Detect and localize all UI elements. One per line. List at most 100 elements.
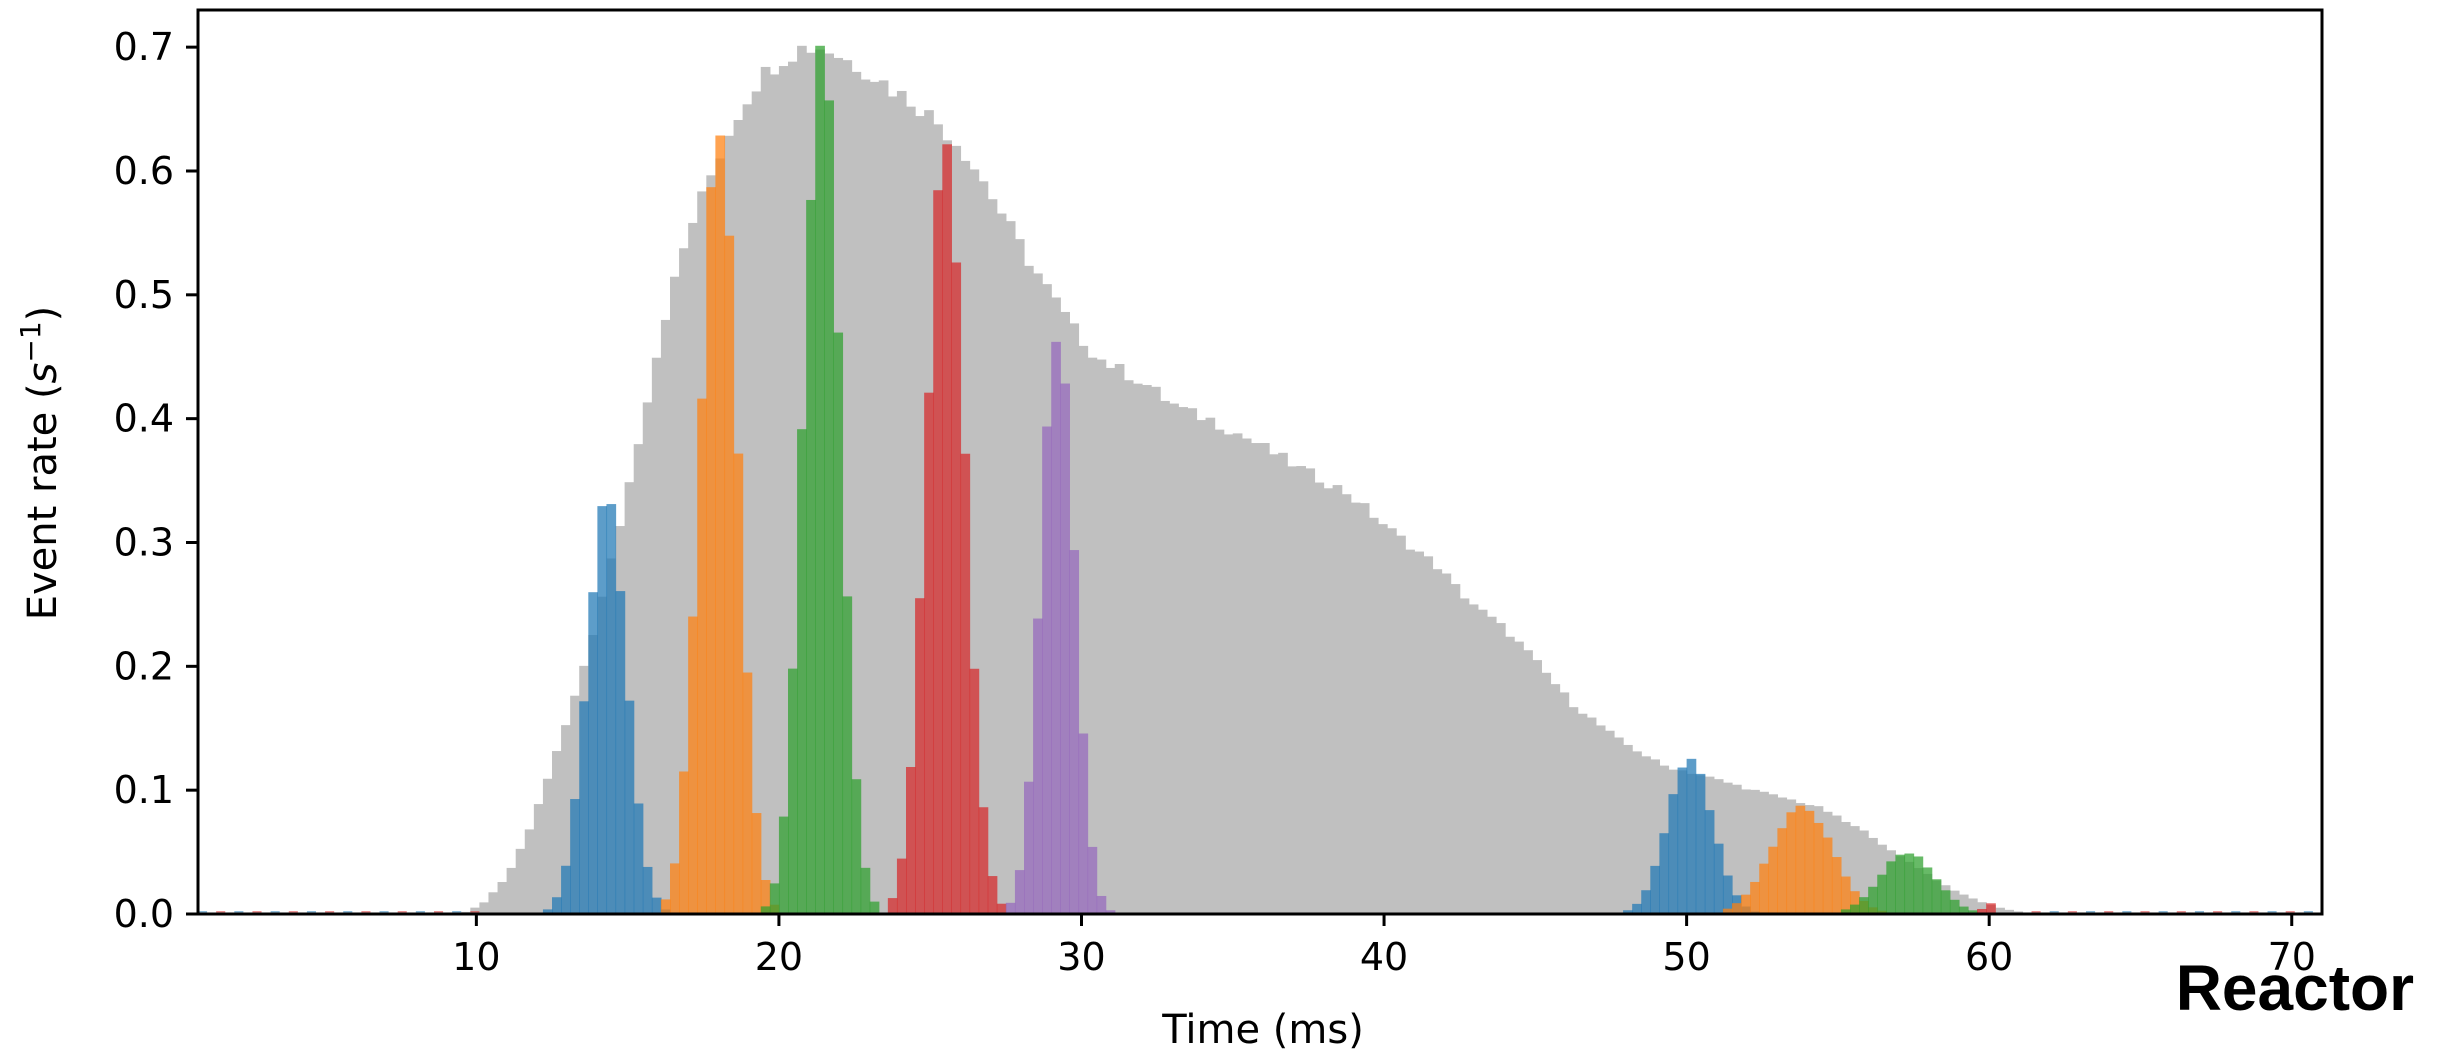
total-bar xyxy=(1487,617,1497,914)
peak-bar xyxy=(1805,811,1815,914)
y-tick-label: 0.5 xyxy=(114,273,174,317)
peak-bar xyxy=(570,799,580,914)
peak-bar xyxy=(788,669,798,914)
total-bar xyxy=(525,829,535,914)
total-bar xyxy=(1160,401,1170,914)
peak-bar xyxy=(1777,828,1787,914)
total-bar xyxy=(1550,684,1560,914)
total-bar xyxy=(1405,550,1415,914)
peak-bar xyxy=(1859,897,1869,914)
total-bar xyxy=(1151,387,1161,914)
peak-bar xyxy=(597,506,607,914)
peak-bar xyxy=(1097,896,1107,914)
peak-bar xyxy=(652,898,662,914)
x-tick-label: 10 xyxy=(452,935,500,979)
y-tick-label: 0.3 xyxy=(114,520,174,564)
x-axis-title: Time (ms) xyxy=(1161,1007,1364,1053)
peak-bar xyxy=(942,144,952,914)
total-bar xyxy=(1451,584,1461,914)
peak-bar xyxy=(979,807,989,914)
total-bar xyxy=(552,751,562,914)
total-bar xyxy=(1296,466,1306,914)
total-bar xyxy=(1514,642,1524,914)
total-bar xyxy=(1224,434,1234,914)
total-bar xyxy=(761,67,771,914)
peak-bar xyxy=(661,899,671,914)
peak-bar xyxy=(1024,782,1034,914)
peak-bar xyxy=(1006,903,1016,914)
y-tick-label: 0.2 xyxy=(114,644,174,688)
total-bar xyxy=(1505,637,1515,914)
peak-bar xyxy=(870,902,880,914)
peak-bar xyxy=(797,429,807,914)
total-bar xyxy=(1596,725,1606,914)
total-bar xyxy=(1242,439,1252,914)
peak-bar xyxy=(588,592,598,914)
peak-bar xyxy=(561,866,571,914)
total-bar xyxy=(1115,364,1125,914)
total-bar xyxy=(861,80,871,914)
total-bar xyxy=(1251,443,1261,914)
peak-bar xyxy=(724,236,734,914)
total-bar xyxy=(1169,404,1179,914)
y-axis-title: Event rate (s−1) xyxy=(14,306,66,621)
total-bar xyxy=(1523,650,1533,914)
peak-bar xyxy=(824,100,834,914)
peak-bar xyxy=(951,262,961,914)
peak-bar xyxy=(643,867,653,914)
peak-bar xyxy=(706,187,716,914)
total-bar xyxy=(1342,494,1352,914)
peak-bar xyxy=(1941,890,1951,914)
total-bar xyxy=(897,91,907,914)
total-bar xyxy=(1396,536,1406,914)
total-bar xyxy=(1133,384,1143,914)
peak-bar xyxy=(1678,768,1688,914)
peak-bar xyxy=(679,771,689,914)
peak-bar xyxy=(1832,857,1842,914)
peak-bar xyxy=(1796,806,1806,914)
x-tick-label: 20 xyxy=(755,935,803,979)
total-bar xyxy=(1088,358,1098,914)
peak-bar xyxy=(1714,844,1724,914)
total-bar xyxy=(1387,528,1397,914)
y-tick-label: 0.1 xyxy=(114,768,174,812)
peak-bar xyxy=(552,897,562,914)
total-bar xyxy=(1605,731,1615,914)
total-bar xyxy=(498,882,508,914)
total-bar xyxy=(1378,524,1388,914)
total-bar xyxy=(1196,420,1206,914)
peak-bar xyxy=(1814,823,1824,914)
y-tick-label: 0.7 xyxy=(114,25,174,69)
total-bar xyxy=(661,320,671,914)
total-bar xyxy=(488,892,498,914)
total-bar xyxy=(1541,673,1551,914)
peak-bar xyxy=(1886,861,1896,914)
total-bar xyxy=(1623,745,1633,914)
peak-bar xyxy=(688,617,698,914)
peak-bar xyxy=(1060,384,1070,914)
total-bar xyxy=(1269,454,1279,914)
peak-bar xyxy=(1051,342,1061,914)
total-bar xyxy=(879,80,889,914)
total-bar xyxy=(1614,738,1624,914)
peak-bar xyxy=(1659,833,1669,914)
total-bar xyxy=(1432,569,1442,914)
total-bar xyxy=(1460,598,1470,914)
peak-bar xyxy=(897,859,907,914)
peak-bar xyxy=(1768,847,1778,914)
total-bar xyxy=(1560,692,1570,914)
total-bar xyxy=(1178,407,1188,914)
total-bar xyxy=(1442,574,1452,914)
total-bar xyxy=(1578,714,1588,914)
peak-bar xyxy=(1923,867,1933,914)
total-bar xyxy=(479,902,489,914)
peak-bar xyxy=(960,454,970,914)
total-bar xyxy=(1124,380,1134,914)
total-bar xyxy=(1351,503,1361,914)
total-bar xyxy=(643,402,653,914)
peak-bar xyxy=(1015,870,1025,914)
total-bar xyxy=(1732,785,1742,914)
total-bar xyxy=(534,804,544,914)
total-bar xyxy=(1260,443,1270,914)
peak-bar xyxy=(1786,812,1796,914)
